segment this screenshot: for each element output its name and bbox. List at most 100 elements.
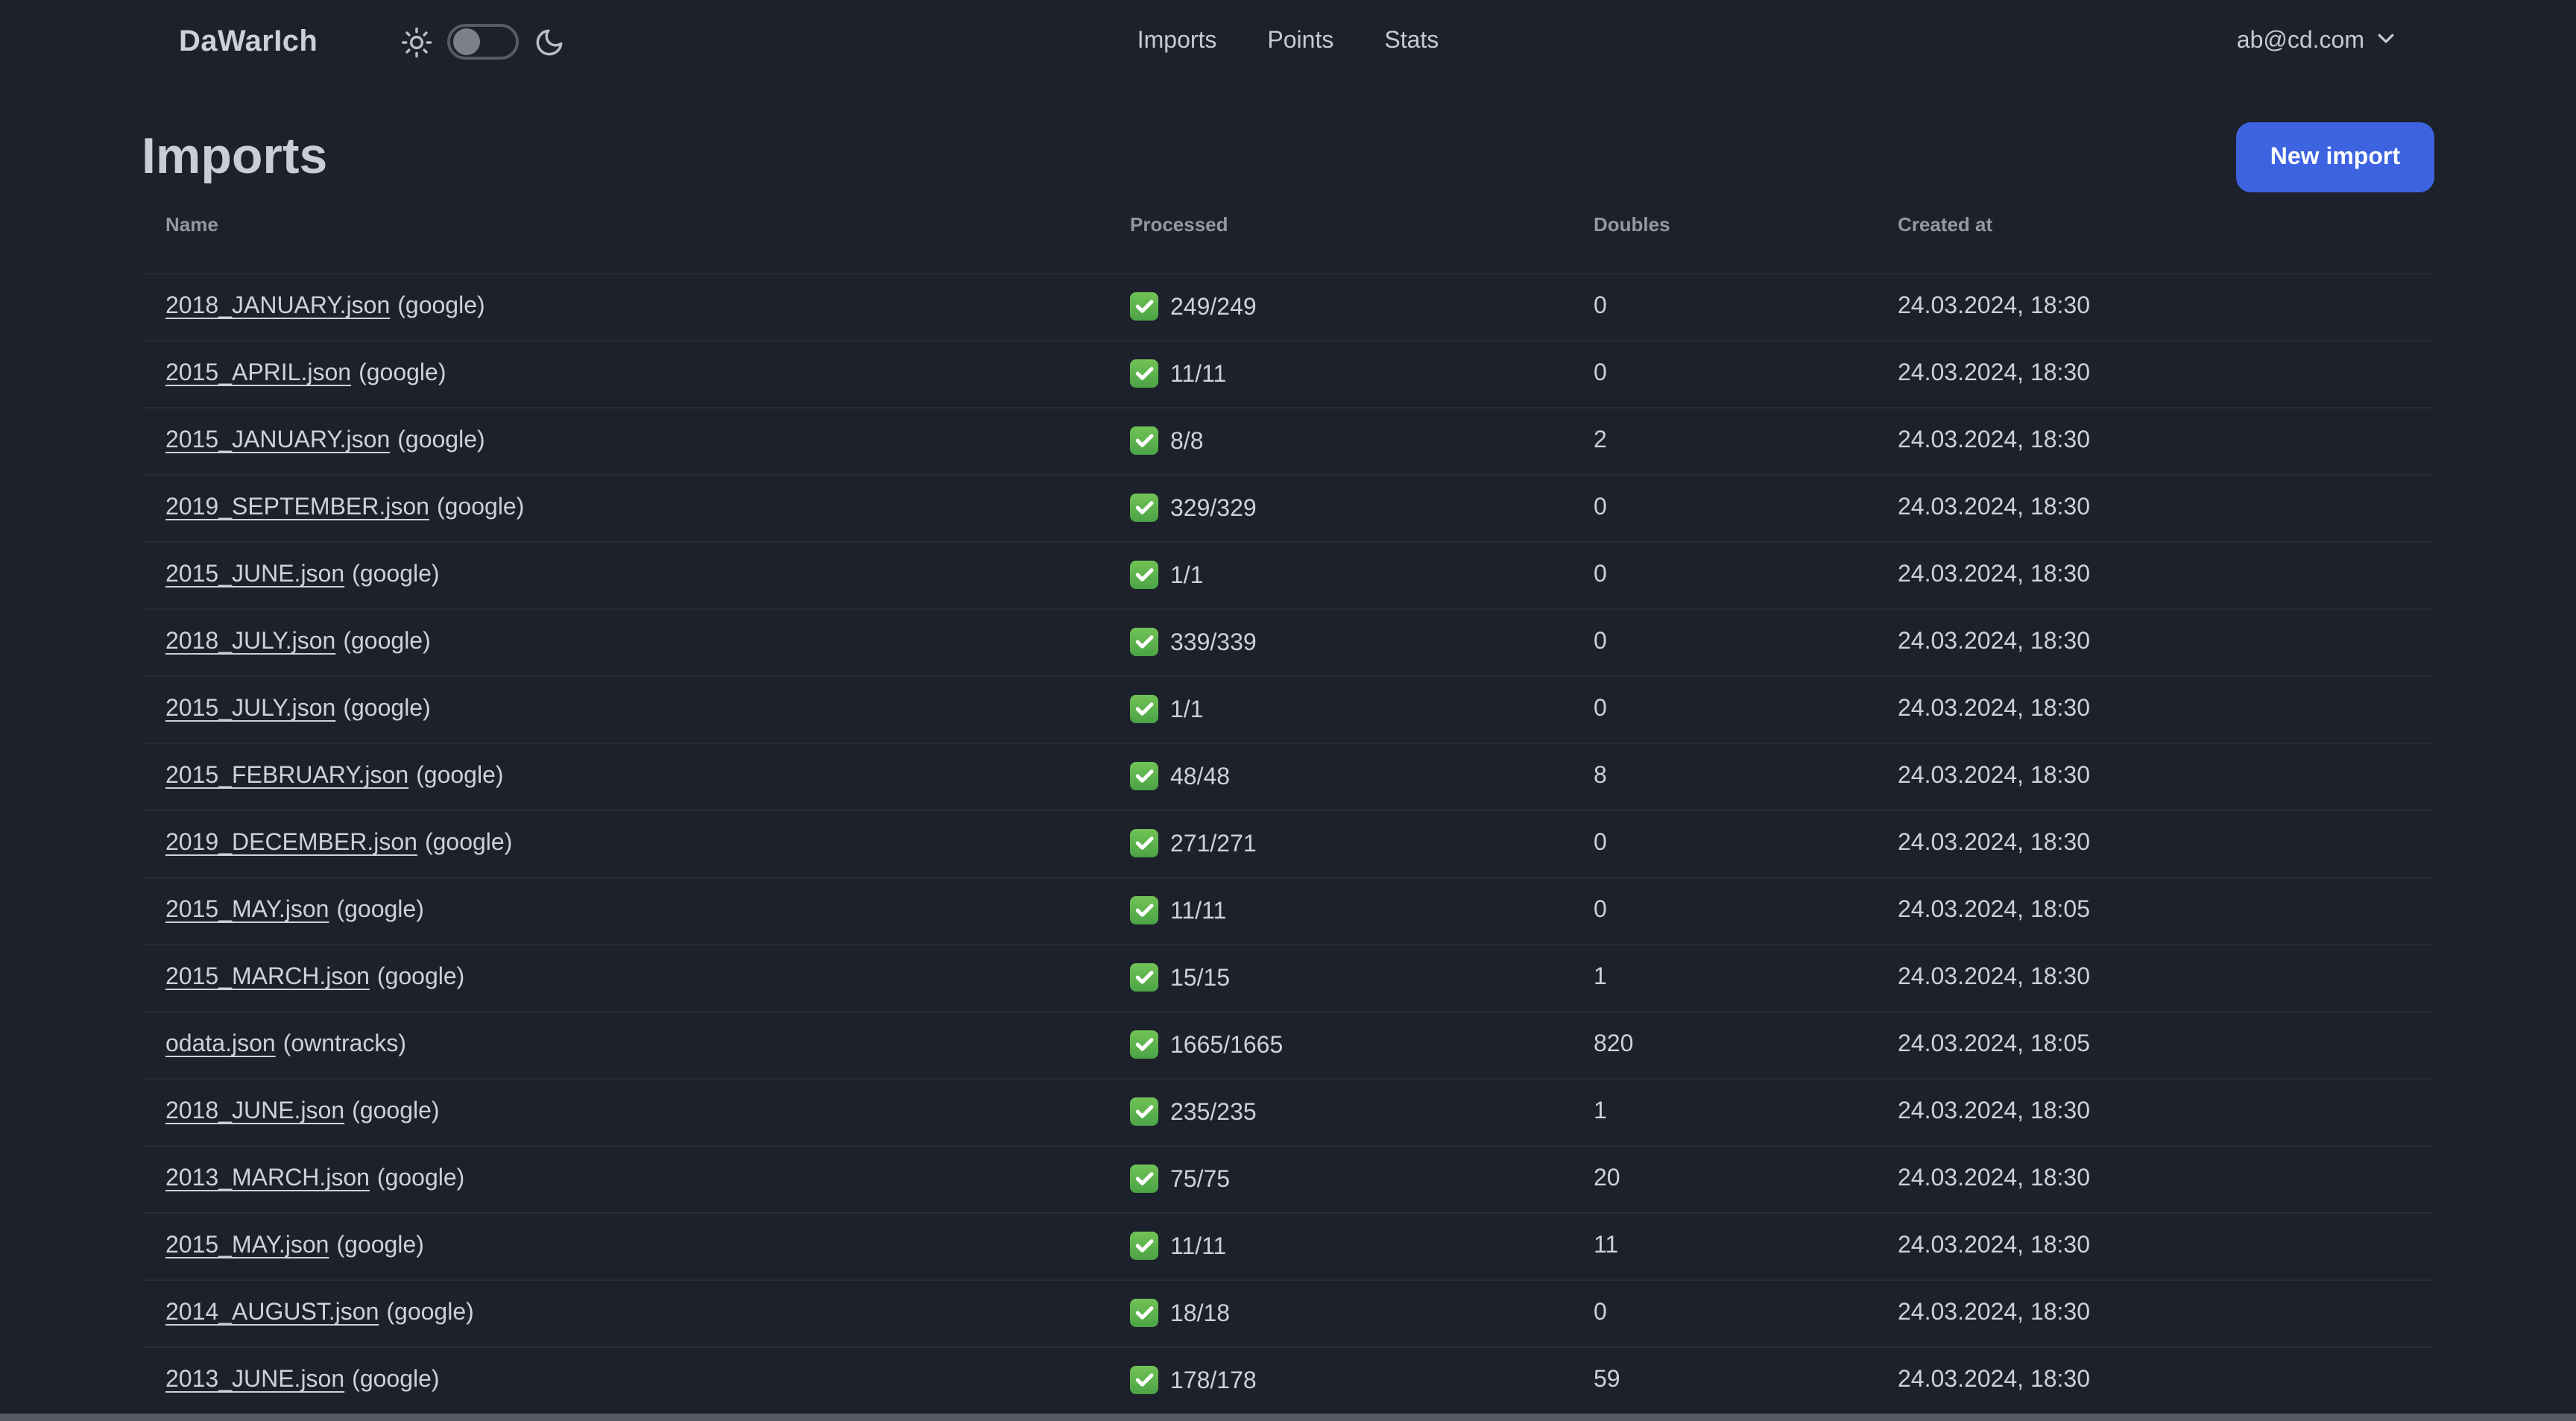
processed-count: 329/329	[1170, 497, 1257, 522]
created-at-value: 24.03.2024, 18:30	[1898, 696, 2091, 722]
import-source-label: (google)	[416, 763, 504, 789]
import-file-link[interactable]: 2015_MAY.json	[165, 898, 329, 923]
import-file-link[interactable]: 2015_APRIL.json	[165, 361, 352, 386]
bottom-scrollbar[interactable]	[0, 1414, 2576, 1421]
created-at-value: 24.03.2024, 18:30	[1898, 428, 2091, 453]
doubles-count: 1	[1594, 1099, 1607, 1124]
processed-count: 48/48	[1170, 765, 1231, 790]
import-file-link[interactable]: 2015_JANUARY.json	[165, 428, 391, 453]
import-file-link[interactable]: 2015_FEBRUARY.json	[165, 763, 409, 789]
success-check-icon	[1130, 762, 1158, 790]
table-row: 2013_JUNE.json (google) 178/178 59 24.03.…	[142, 1347, 2434, 1414]
success-check-icon	[1130, 292, 1158, 321]
created-at-value: 24.03.2024, 18:30	[1898, 763, 2091, 789]
main-nav: Imports Points Stats	[1137, 28, 1439, 55]
chevron-down-icon	[2375, 27, 2397, 57]
table-header-row: Name Processed Doubles Created at	[142, 192, 2434, 274]
table-row: 2015_JANUARY.json (google) 8/8 2 24.03.20…	[142, 408, 2434, 475]
import-source-label: (google)	[376, 1166, 465, 1191]
import-file-link[interactable]: odata.json	[165, 1032, 276, 1057]
import-file-link[interactable]: 2018_JULY.json	[165, 629, 336, 655]
import-file-link[interactable]: 2015_MARCH.json	[165, 965, 370, 990]
nav-link-points[interactable]: Points	[1267, 28, 1334, 54]
processed-count: 249/249	[1170, 295, 1257, 321]
table-row: 2015_MAY.json (google) 11/11 0 24.03.2024…	[142, 878, 2434, 945]
table-row: 2015_JUNE.json (google) 1/1 0 24.03.2024,…	[142, 542, 2434, 609]
import-file-link[interactable]: 2015_MAY.json	[165, 1233, 329, 1258]
table-row: 2019_SEPTEMBER.json (google) 329/329 0 24…	[142, 475, 2434, 542]
doubles-count: 8	[1594, 763, 1607, 789]
import-file-link[interactable]: 2018_JANUARY.json	[165, 294, 391, 319]
sun-icon	[401, 26, 432, 57]
import-source-label: (google)	[336, 1233, 424, 1258]
import-file-link[interactable]: 2019_DECEMBER.json	[165, 831, 417, 856]
nav-link-stats[interactable]: Stats	[1384, 28, 1439, 54]
table-row: 2013_MARCH.json (google) 75/75 20 24.03.2…	[142, 1146, 2434, 1213]
table-row: 2015_JULY.json (google) 1/1 0 24.03.2024,…	[142, 676, 2434, 743]
import-source-label: (google)	[424, 831, 513, 856]
import-source-label: (google)	[436, 495, 525, 520]
doubles-count: 0	[1594, 696, 1607, 722]
created-at-value: 24.03.2024, 18:30	[1898, 965, 2091, 990]
doubles-count: 820	[1594, 1032, 1634, 1057]
import-source-label: (google)	[376, 965, 465, 990]
table-row: odata.json (owntracks) 1665/1665 820 24.0…	[142, 1012, 2434, 1079]
doubles-count: 0	[1594, 495, 1607, 520]
processed-count: 75/75	[1170, 1168, 1231, 1193]
created-at-value: 24.03.2024, 18:30	[1898, 1367, 2091, 1393]
app-logo: DaWarIch	[179, 25, 318, 57]
import-source-label: (google)	[359, 361, 446, 386]
doubles-count: 0	[1594, 562, 1607, 587]
created-at-value: 24.03.2024, 18:30	[1898, 629, 2091, 655]
column-header-processed: Processed	[1130, 213, 1228, 236]
theme-toggle-group	[401, 24, 565, 60]
created-at-value: 24.03.2024, 18:30	[1898, 831, 2091, 856]
import-file-link[interactable]: 2018_JUNE.json	[165, 1099, 345, 1124]
account-menu[interactable]: ab@cd.com	[2237, 27, 2397, 57]
table-row: 2019_DECEMBER.json (google) 271/271 0 24.…	[142, 810, 2434, 878]
toggle-knob	[453, 28, 481, 55]
doubles-count: 20	[1594, 1166, 1620, 1191]
doubles-count: 2	[1594, 428, 1607, 453]
success-check-icon	[1130, 359, 1158, 388]
created-at-value: 24.03.2024, 18:30	[1898, 1099, 2091, 1124]
doubles-count: 0	[1594, 898, 1607, 923]
imports-table-body: 2018_JANUARY.json (google) 249/249 0 24.0…	[142, 274, 2434, 1421]
success-check-icon	[1130, 896, 1158, 924]
new-import-button[interactable]: New import	[2235, 122, 2434, 192]
moon-icon	[534, 26, 565, 57]
table-row: 2014_AUGUST.json (google) 18/18 0 24.03.2…	[142, 1280, 2434, 1347]
import-file-link[interactable]: 2013_JUNE.json	[165, 1367, 345, 1393]
success-check-icon	[1130, 1299, 1158, 1327]
import-source-label: (google)	[352, 1099, 440, 1124]
doubles-count: 1	[1594, 965, 1607, 990]
imports-table: Name Processed Doubles Created at 2018_J…	[142, 192, 2434, 1421]
success-check-icon	[1130, 1165, 1158, 1193]
import-file-link[interactable]: 2015_JUNE.json	[165, 562, 345, 587]
doubles-count: 0	[1594, 294, 1607, 319]
processed-count: 11/11	[1170, 899, 1227, 924]
table-row: 2015_FEBRUARY.json (google) 48/48 8 24.03…	[142, 743, 2434, 810]
column-header-name: Name	[165, 213, 218, 236]
import-source-label: (google)	[352, 562, 440, 587]
success-check-icon	[1130, 963, 1158, 992]
processed-count: 11/11	[1170, 362, 1227, 388]
success-check-icon	[1130, 426, 1158, 455]
imports-page: Imports New import Name Processed Double…	[142, 122, 2434, 1421]
column-header-doubles: Doubles	[1594, 213, 1670, 236]
processed-count: 178/178	[1170, 1369, 1257, 1394]
import-file-link[interactable]: 2019_SEPTEMBER.json	[165, 495, 429, 520]
processed-count: 1665/1665	[1170, 1033, 1284, 1059]
nav-link-imports[interactable]: Imports	[1137, 28, 1217, 54]
doubles-count: 59	[1594, 1367, 1620, 1393]
theme-toggle[interactable]	[447, 24, 520, 60]
doubles-count: 11	[1594, 1233, 1619, 1258]
import-source-label: (google)	[336, 898, 424, 923]
created-at-value: 24.03.2024, 18:30	[1898, 294, 2091, 319]
import-source-label: (google)	[343, 696, 431, 722]
import-file-link[interactable]: 2015_JULY.json	[165, 696, 336, 722]
import-file-link[interactable]: 2014_AUGUST.json	[165, 1300, 379, 1326]
success-check-icon	[1130, 829, 1158, 857]
import-file-link[interactable]: 2013_MARCH.json	[165, 1166, 370, 1191]
